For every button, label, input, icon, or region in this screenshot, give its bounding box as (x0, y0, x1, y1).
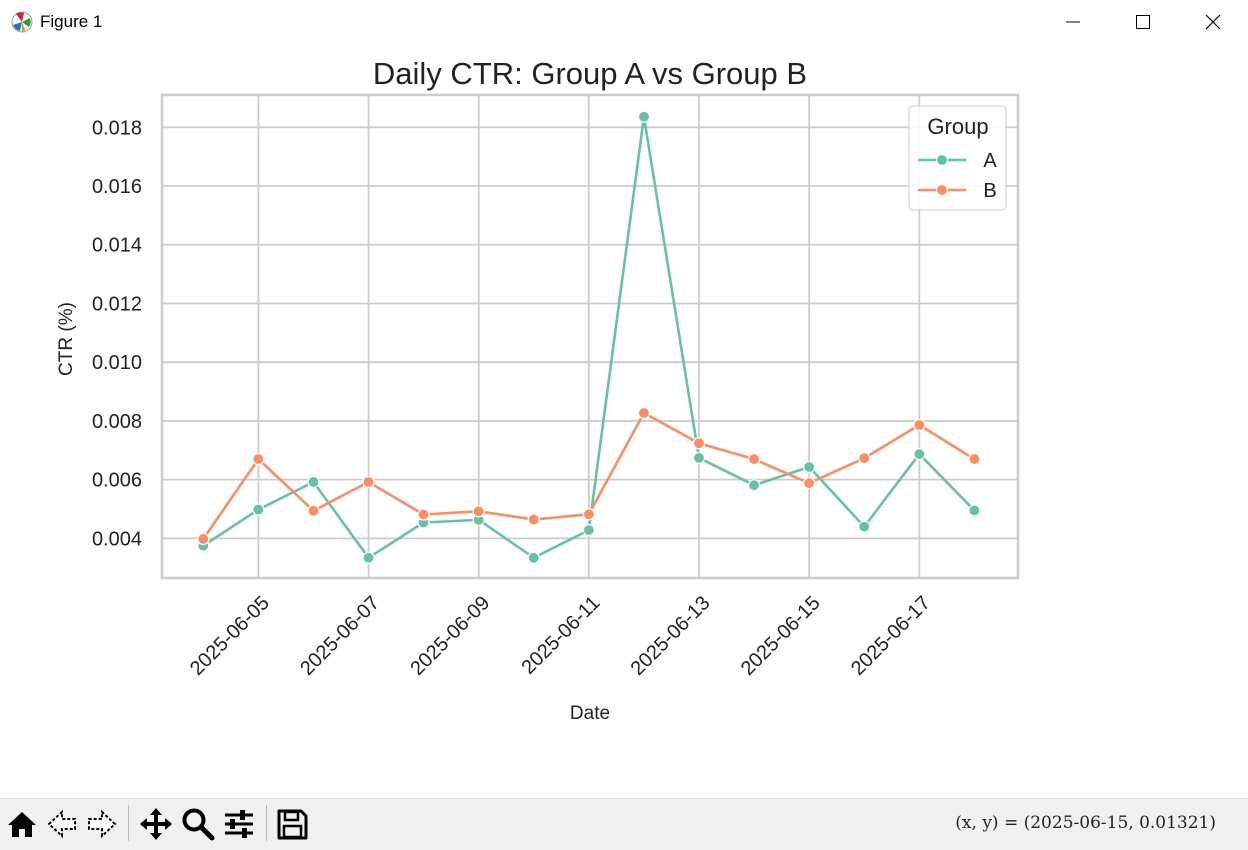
series-B (197, 406, 981, 546)
data-point (747, 452, 761, 466)
x-tick-label: 2025-06-09 (406, 592, 494, 680)
maximize-button[interactable] (1108, 0, 1178, 44)
y-tick-label: 0.012 (92, 293, 142, 315)
data-point (968, 504, 981, 517)
x-tick-label: 2025-06-13 (627, 592, 715, 680)
y-axis-label: CTR (%) (56, 302, 77, 376)
legend-marker (935, 153, 949, 167)
data-point (252, 503, 265, 516)
legend-entries: AB (918, 150, 997, 202)
x-tick-label: 2025-06-11 (518, 592, 605, 679)
legend-box (908, 105, 1007, 211)
legend-title: Group (927, 114, 988, 139)
data-point (307, 475, 320, 489)
data-point (582, 508, 595, 521)
data-point (692, 451, 706, 465)
maximize-icon (1136, 15, 1150, 29)
data-point (637, 110, 651, 123)
data-point (307, 504, 320, 517)
x-tick-label: 2025-06-15 (737, 592, 825, 680)
axes-frame (160, 93, 1020, 580)
data-point (472, 505, 485, 518)
y-tick-label: 0.018 (92, 117, 142, 139)
grid (162, 95, 1018, 578)
y-tick-label: 0.004 (92, 528, 142, 550)
minimize-icon (1066, 21, 1080, 23)
close-button[interactable] (1178, 0, 1248, 44)
data-point (252, 452, 265, 466)
toolbar-separator (128, 805, 129, 841)
data-point (692, 437, 706, 450)
window-titlebar: Figure 1 (0, 0, 1248, 44)
matplotlib-icon (10, 10, 34, 34)
save-button[interactable] (272, 805, 312, 843)
zoom-button[interactable] (178, 805, 218, 843)
x-tick-label: 2025-06-17 (847, 592, 935, 680)
legend-label: A (983, 150, 997, 172)
navigation-toolbar: (x, y) = (2025-06-15, 0.01321) (0, 798, 1248, 850)
pan-icon (140, 808, 172, 840)
data-point (197, 532, 210, 546)
zoom-icon (182, 808, 215, 841)
data-point (913, 447, 926, 461)
home-icon (8, 812, 36, 837)
legend: Group AB (908, 105, 1007, 211)
data-point (527, 551, 540, 564)
toolbar-separator (266, 805, 267, 841)
legend-marker (935, 183, 949, 197)
y-tick-label: 0.010 (92, 352, 142, 374)
y-tick-label: 0.016 (92, 176, 142, 198)
forward-icon (88, 809, 117, 839)
chart-title: Daily CTR: Group A vs Group B (373, 56, 807, 91)
data-point (803, 477, 816, 490)
x-tick-labels: 2025-06-05 2025-06-07 2025-06-09 2025-06-11… (186, 592, 935, 680)
forward-button[interactable] (82, 805, 122, 843)
x-tick-label: 2025-06-07 (296, 592, 384, 680)
pan-button[interactable] (136, 805, 176, 843)
data-point (747, 479, 761, 492)
data-point (968, 452, 981, 466)
y-tick-label: 0.008 (92, 411, 142, 433)
data-point (858, 452, 871, 465)
save-icon (277, 809, 308, 840)
configure-subplots-icon (225, 810, 253, 838)
cursor-coordinates: (x, y) = (2025-06-15, 0.01321) (955, 813, 1216, 833)
axes-border (160, 93, 1020, 580)
x-tick-label: 2025-06-05 (186, 592, 274, 680)
data-point (582, 524, 595, 537)
line-chart: 0.004 0.006 0.008 0.010 0.012 0.014 0.016 0.018… (56, 56, 1020, 724)
home-button[interactable] (2, 805, 42, 843)
figure-canvas[interactable]: 0.004 0.006 0.008 0.010 0.012 0.014 0.016 0.018… (0, 44, 1248, 798)
window-title: Figure 1 (40, 12, 103, 31)
configure-subplots-button[interactable] (219, 805, 259, 843)
x-axis-label: Date (570, 703, 610, 724)
back-button[interactable] (42, 805, 82, 843)
minimize-button[interactable] (1038, 0, 1108, 44)
back-icon (47, 809, 76, 839)
series-lines (197, 110, 981, 564)
data-point (417, 508, 430, 521)
data-point (362, 551, 375, 564)
data-point (803, 460, 816, 474)
legend-label: B (983, 180, 996, 202)
y-tick-label: 0.006 (92, 470, 142, 492)
data-point (362, 475, 375, 489)
y-tick-label: 0.014 (92, 235, 142, 257)
y-tick-labels: 0.004 0.006 0.008 0.010 0.012 0.014 0.016 0.018 (92, 117, 142, 550)
data-point (858, 520, 871, 533)
data-point (527, 513, 540, 526)
close-icon (1205, 14, 1221, 30)
data-point (637, 406, 651, 420)
data-point (913, 418, 926, 432)
